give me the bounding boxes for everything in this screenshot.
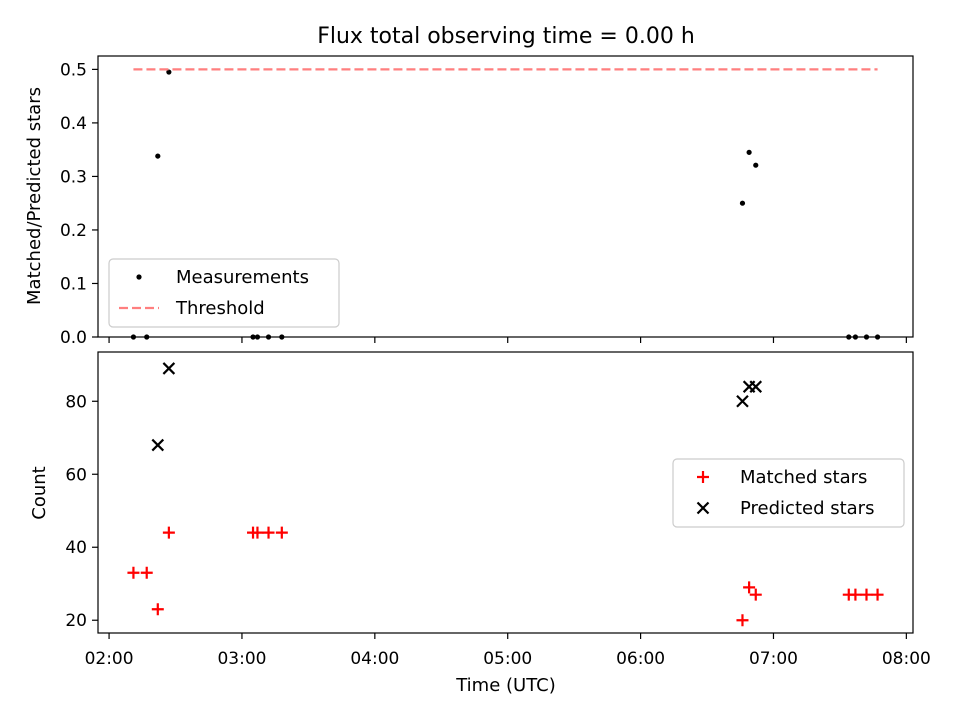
xlabel: Time (UTC) (455, 675, 556, 696)
legend-label: Measurements (176, 267, 309, 288)
legend-label: Predicted stars (740, 498, 874, 519)
legend-box (672, 458, 905, 528)
x-tick-label: 05:00 (483, 649, 532, 669)
matched-stars-point (849, 588, 862, 601)
matched-stars-point (127, 566, 140, 579)
axes-frame (97, 55, 914, 338)
top-panel: 0.0 0.1 0.2 0.3 0.4 0.5 Measurements Threshold (60, 55, 914, 348)
predicted-stars-point (736, 394, 749, 408)
legend-marker (697, 471, 709, 483)
axes-frame (97, 351, 914, 634)
y-tick-label: 0.2 (60, 221, 87, 241)
legend: Measurements Threshold (108, 258, 340, 328)
top-ylabel: Matched/Predicted stars (24, 87, 45, 305)
matched-stars-point (151, 603, 164, 616)
x-tick-label: 07:00 (749, 649, 798, 669)
matched-stars-point (743, 581, 756, 594)
y-tick-label: 0.4 (60, 114, 87, 134)
legend-marker (696, 501, 710, 515)
y-tick-label: 20 (65, 611, 87, 631)
bottom-ylabel: Count (29, 466, 50, 519)
measurements-point (746, 149, 752, 155)
y-tick-label: 0.1 (60, 274, 87, 294)
predicted-stars-point (749, 380, 763, 393)
matched-stars-point (162, 526, 175, 539)
measurements-point (166, 69, 172, 75)
legend-box (108, 258, 340, 328)
x-tick-label: 06:00 (616, 649, 665, 669)
y-tick-label: 60 (65, 465, 87, 485)
matched-stars-point (871, 588, 884, 601)
legend-label: Threshold (175, 298, 265, 319)
bottom-panel: 20 40 60 80 02:00 03:00 04:00 05:00 06:00 07:00 08… (65, 351, 931, 669)
measurements-point (739, 200, 746, 206)
matched-stars-point (262, 526, 275, 539)
predicted-stars-point (162, 362, 176, 375)
predicted-stars-point (151, 438, 165, 452)
matched-stars-point (860, 588, 873, 601)
legend: Matched stars Predicted stars (672, 458, 905, 528)
legend-label: Matched stars (740, 467, 867, 488)
x-tick-label: 04:00 (350, 649, 399, 669)
y-tick-label: 0.3 (60, 167, 87, 187)
x-tick-label: 08:00 (882, 649, 931, 669)
matched-stars-point (736, 614, 749, 627)
x-tick-label: 02:00 (85, 649, 134, 669)
y-tick-label: 40 (65, 538, 87, 558)
matched-stars-point (251, 526, 264, 539)
matched-stars-point (275, 526, 288, 539)
y-tick-label: 0.0 (60, 328, 87, 348)
matched-stars-point (749, 588, 762, 601)
chart-title: Flux total observing time = 0.00 h (317, 24, 695, 49)
y-tick-label: 80 (65, 392, 87, 412)
x-tick-label: 03:00 (217, 649, 266, 669)
y-tick-label: 0.5 (60, 60, 87, 80)
legend-marker (136, 274, 142, 280)
measurements-point (753, 162, 759, 168)
measurements-point (155, 153, 161, 159)
matched-stars-point (140, 566, 153, 579)
